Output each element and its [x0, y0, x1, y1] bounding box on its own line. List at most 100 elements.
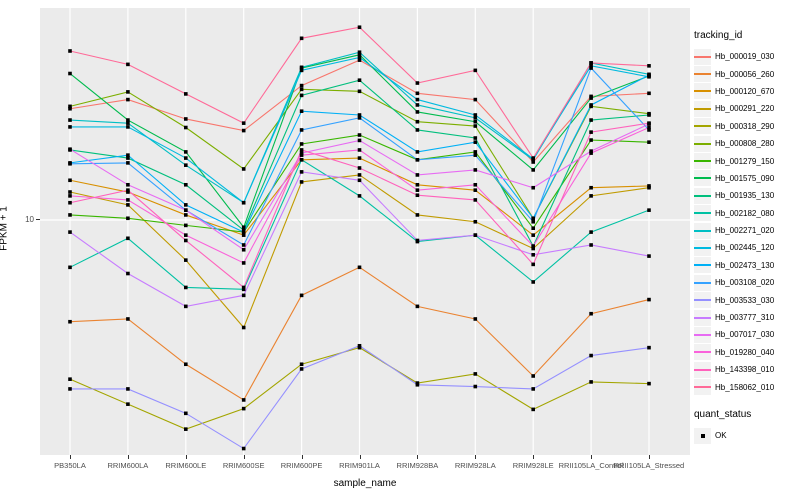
- legend-item-label: Hb_001935_130: [715, 191, 775, 201]
- x-tick-mark: [475, 455, 477, 459]
- legend-title-tracking-id: tracking_id: [694, 30, 743, 41]
- data-point-marker: [241, 285, 246, 290]
- data-point-marker: [415, 97, 420, 102]
- data-point-marker: [415, 213, 420, 217]
- legend-item-label: Hb_000056_260: [715, 69, 775, 79]
- data-point-marker: [589, 230, 593, 234]
- data-point-marker: [473, 68, 478, 73]
- legend: tracking_id Hb_000019_030 Hb_000056_260 Hb…: [694, 30, 800, 444]
- data-point-marker: [126, 317, 130, 321]
- data-point-marker: [357, 173, 362, 177]
- data-point-marker: [299, 148, 304, 152]
- data-point-marker: [473, 153, 478, 157]
- data-point-marker: [241, 247, 246, 252]
- x-tick-mark: [359, 455, 361, 459]
- data-point-marker: [299, 170, 304, 174]
- data-point-marker: [647, 297, 651, 302]
- legend-item: Hb_001575_090: [694, 170, 800, 187]
- data-point-marker: [126, 62, 130, 67]
- data-point-marker: [589, 380, 593, 384]
- data-point-marker: [415, 188, 420, 192]
- data-point-marker: [415, 91, 420, 96]
- x-tick-mark: [301, 455, 303, 459]
- data-point-marker: [184, 427, 188, 431]
- data-point-marker: [241, 287, 246, 292]
- data-point-marker: [241, 228, 246, 232]
- data-point-marker: [241, 225, 246, 230]
- data-point-marker: [473, 182, 478, 187]
- data-point-marker: [589, 118, 593, 122]
- data-point-marker: [68, 147, 72, 151]
- data-point-marker: [126, 156, 130, 160]
- data-point-marker: [68, 200, 72, 205]
- data-point-marker: [531, 160, 535, 164]
- data-point-marker: [68, 213, 72, 217]
- data-point-marker: [531, 387, 535, 391]
- data-point-marker: [415, 110, 420, 114]
- data-point-marker: [68, 71, 72, 76]
- data-point-marker: [647, 113, 651, 117]
- data-point-marker: [357, 116, 362, 120]
- data-point-marker: [299, 109, 304, 113]
- data-point-marker: [531, 244, 535, 248]
- data-point-marker: [589, 138, 593, 142]
- x-tick-label: RRII105LA_Stressed: [613, 461, 685, 470]
- data-point-marker: [589, 353, 593, 358]
- data-point-marker: [473, 317, 478, 321]
- data-point-marker: [299, 151, 304, 155]
- legend-key-icon: [694, 187, 711, 204]
- data-point-marker: [357, 178, 362, 183]
- x-tick-label: RRIM928LA: [454, 461, 496, 470]
- data-point-marker: [68, 194, 72, 198]
- data-point-marker: [241, 121, 246, 125]
- data-point-marker: [184, 208, 188, 212]
- data-point-marker: [184, 258, 188, 262]
- legend-item: Hb_000318_290: [694, 118, 800, 135]
- data-point-marker: [357, 78, 362, 83]
- data-point-marker: [184, 213, 188, 217]
- chart-canvas: [40, 8, 690, 455]
- data-point-marker: [299, 68, 304, 73]
- data-point-marker: [473, 136, 478, 140]
- data-point-marker: [126, 236, 130, 241]
- data-point-marker: [589, 61, 593, 65]
- data-point-marker: [299, 362, 304, 367]
- legend-item: Hb_000056_260: [694, 65, 800, 83]
- data-point-marker: [415, 173, 420, 177]
- data-point-marker: [589, 66, 593, 70]
- legend-item: Hb_003533_030: [694, 291, 800, 309]
- data-point-marker: [68, 118, 72, 122]
- data-point-marker: [184, 125, 188, 130]
- legend-item-label: Hb_002182_080: [715, 208, 775, 218]
- x-tick-label: RRIM600LA: [107, 461, 149, 470]
- data-point-marker: [126, 402, 130, 406]
- data-point-marker: [184, 223, 188, 228]
- data-point-marker: [531, 219, 535, 224]
- x-tick-mark: [127, 455, 129, 459]
- data-point-marker: [531, 280, 535, 284]
- data-point-marker: [184, 117, 188, 121]
- legend-item-label: Hb_002271_020: [715, 226, 775, 236]
- data-point-marker: [299, 93, 304, 98]
- y-tick-mark: [36, 219, 40, 220]
- data-point-marker: [299, 65, 304, 70]
- data-point-marker: [68, 230, 72, 234]
- data-point-marker: [647, 185, 651, 190]
- data-point-marker: [589, 185, 593, 190]
- legend-key-icon: [694, 292, 711, 309]
- data-point-marker: [126, 188, 130, 192]
- quant-status-items: OK: [694, 427, 800, 444]
- x-axis-title: sample_name: [333, 478, 397, 489]
- legend-key-icon: [694, 135, 711, 152]
- legend-item: Hb_002271_020: [694, 222, 800, 239]
- legend-item-label: Hb_000120_670: [715, 86, 775, 96]
- data-point-marker: [184, 156, 188, 160]
- data-point-marker: [531, 185, 535, 190]
- data-point-marker: [647, 208, 651, 212]
- x-tick-mark: [649, 455, 650, 459]
- legend-key-icon: [694, 66, 711, 83]
- data-point-marker: [415, 238, 420, 243]
- data-point-marker: [68, 161, 72, 166]
- data-point-marker: [589, 311, 593, 316]
